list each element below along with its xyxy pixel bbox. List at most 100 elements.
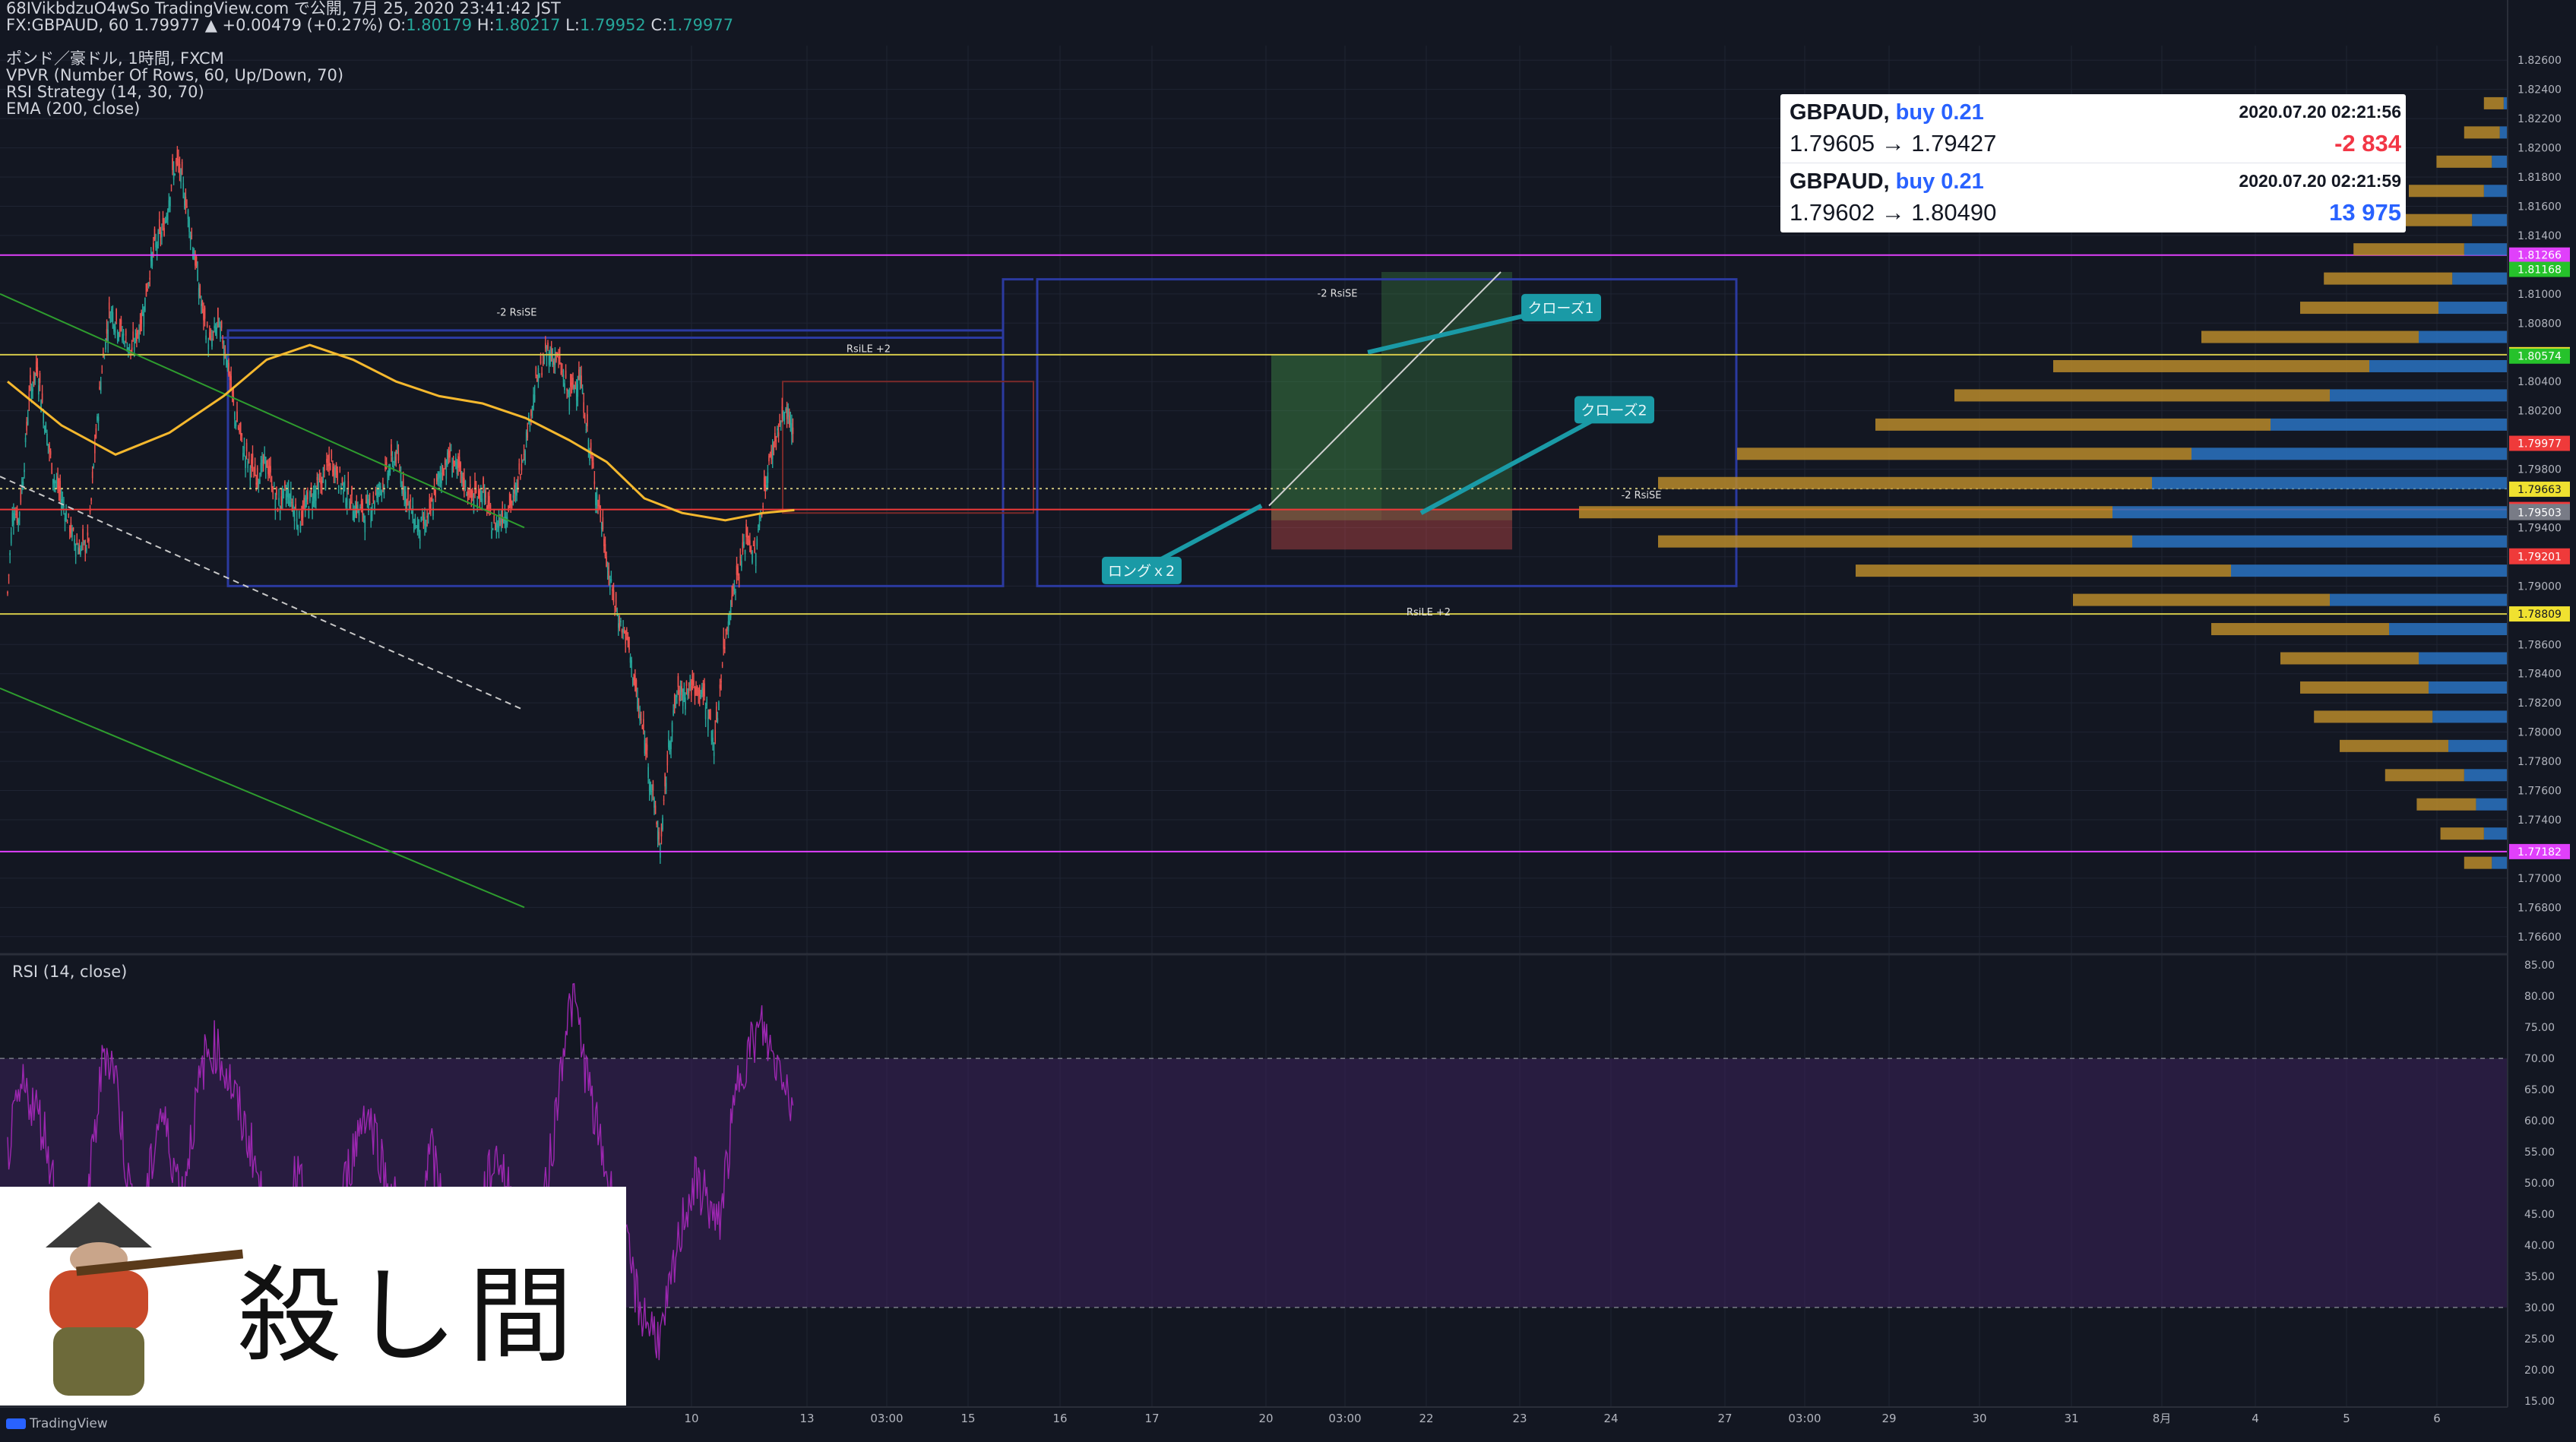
candle-body bbox=[554, 357, 556, 365]
volume-profile-up-bar bbox=[2419, 652, 2508, 665]
candle-body bbox=[188, 218, 190, 232]
candle-body bbox=[695, 686, 697, 695]
candle-body bbox=[639, 714, 641, 721]
candle-body bbox=[606, 556, 607, 567]
candle-body bbox=[187, 210, 189, 220]
volume-profile-up-bar bbox=[2132, 535, 2508, 548]
candle-body bbox=[70, 523, 72, 534]
candle-body bbox=[253, 476, 255, 478]
candle-body bbox=[206, 324, 208, 327]
candle-body bbox=[529, 425, 531, 428]
price-axis-label-bg bbox=[2509, 435, 2570, 451]
candle-body bbox=[606, 567, 609, 570]
candle-body bbox=[558, 356, 559, 359]
candle-body bbox=[410, 512, 413, 514]
candle-body bbox=[517, 476, 519, 488]
candle-body bbox=[464, 480, 467, 488]
candle-body bbox=[100, 381, 102, 391]
legend-symbol[interactable]: ポンド／豪ドル, 1時間, FXCM bbox=[6, 49, 224, 68]
candle-body bbox=[222, 340, 223, 344]
candle-body bbox=[570, 374, 571, 387]
skirt-shape bbox=[53, 1327, 144, 1396]
candle-body bbox=[762, 505, 764, 508]
candle-body bbox=[481, 498, 483, 504]
tradingview-logo-icon bbox=[6, 1418, 26, 1429]
candle-body bbox=[26, 421, 27, 431]
price-axis-tick: 1.78600 bbox=[2517, 639, 2562, 651]
candle-body bbox=[162, 217, 164, 225]
tradingview-logo[interactable]: TradingView bbox=[6, 1416, 108, 1431]
candle-body bbox=[178, 158, 179, 166]
candle-body bbox=[741, 561, 742, 568]
callout-pointer bbox=[1419, 407, 1614, 515]
candle-body bbox=[506, 517, 508, 526]
candle-body bbox=[99, 386, 100, 390]
tradingview-logo-text: TradingView bbox=[30, 1416, 108, 1431]
volume-profile-up-bar bbox=[2330, 389, 2508, 402]
rsi-pane-label[interactable]: RSI (14, close) bbox=[12, 963, 128, 981]
candle-body bbox=[94, 442, 96, 454]
candle-body bbox=[591, 457, 593, 461]
candle-body bbox=[620, 620, 622, 623]
candle-body bbox=[694, 688, 696, 696]
candle-body bbox=[107, 329, 109, 343]
time-axis-tick: 5 bbox=[2343, 1412, 2350, 1425]
candle-body bbox=[396, 451, 398, 453]
candle-body bbox=[239, 428, 240, 433]
legend-ema[interactable]: EMA (200, close) bbox=[6, 100, 141, 118]
volume-profile-up-bar bbox=[2492, 155, 2508, 168]
candle-body bbox=[379, 486, 381, 490]
candle-body bbox=[354, 505, 356, 516]
candle-body bbox=[357, 504, 359, 511]
strategy-marker: RsiLE +2 bbox=[847, 344, 891, 356]
candle-body bbox=[614, 606, 616, 608]
candle-body bbox=[631, 659, 632, 669]
candle-body bbox=[226, 360, 229, 370]
trade-row[interactable]: GBPAUD, buy 0.21 2020.07.20 02:21:59 1.7… bbox=[1780, 163, 2406, 232]
candle-body bbox=[47, 444, 49, 447]
candle-body bbox=[514, 485, 515, 494]
candle-body bbox=[717, 718, 719, 723]
candle-body bbox=[334, 467, 336, 478]
candle-body bbox=[726, 627, 728, 629]
candle-body bbox=[343, 482, 344, 494]
candle-body bbox=[504, 512, 506, 521]
legend-vpvr[interactable]: VPVR (Number Of Rows, 60, Up/Down, 70) bbox=[6, 66, 344, 84]
volume-profile bbox=[1579, 96, 2508, 869]
candle-body bbox=[230, 375, 232, 389]
candle-body bbox=[660, 852, 661, 859]
callout-label: クローズ2 bbox=[1581, 402, 1647, 419]
candle-body bbox=[400, 473, 402, 484]
volume-profile-up-bar bbox=[2464, 769, 2508, 782]
candle-body bbox=[698, 686, 701, 697]
candle-body bbox=[174, 174, 176, 176]
candle-body bbox=[531, 406, 533, 410]
candle-body bbox=[543, 356, 546, 362]
candle-body bbox=[264, 457, 267, 470]
candle-body bbox=[689, 681, 691, 687]
candle-body bbox=[587, 414, 588, 427]
candle-body bbox=[738, 577, 740, 579]
candle-body bbox=[122, 334, 123, 341]
candle-body bbox=[235, 422, 237, 427]
candle-body bbox=[691, 673, 694, 685]
price-axis-tick: 1.77600 bbox=[2517, 786, 2562, 798]
volume-profile-down-bar bbox=[1856, 564, 2231, 577]
trade-row[interactable]: GBPAUD, buy 0.21 2020.07.20 02:21:56 1.7… bbox=[1780, 94, 2406, 163]
candle-body bbox=[756, 538, 758, 546]
candle-body bbox=[372, 495, 375, 502]
volume-profile-up-bar bbox=[2369, 359, 2508, 372]
candle-body bbox=[670, 740, 672, 750]
candle-body bbox=[567, 391, 569, 394]
candle-body bbox=[520, 476, 521, 478]
strategy-marker: RsiLE +2 bbox=[1407, 607, 1451, 618]
candle-body bbox=[341, 478, 343, 482]
candle-body bbox=[130, 349, 131, 352]
rsi-axis-tick: 70.00 bbox=[2524, 1053, 2555, 1065]
legend-rsi-strategy[interactable]: RSI Strategy (14, 30, 70) bbox=[6, 83, 204, 101]
candle-body bbox=[571, 382, 573, 385]
time-axis-tick: 29 bbox=[1881, 1412, 1896, 1425]
candle-body bbox=[500, 518, 502, 525]
candle-body bbox=[466, 494, 467, 496]
candle-body bbox=[786, 408, 788, 419]
